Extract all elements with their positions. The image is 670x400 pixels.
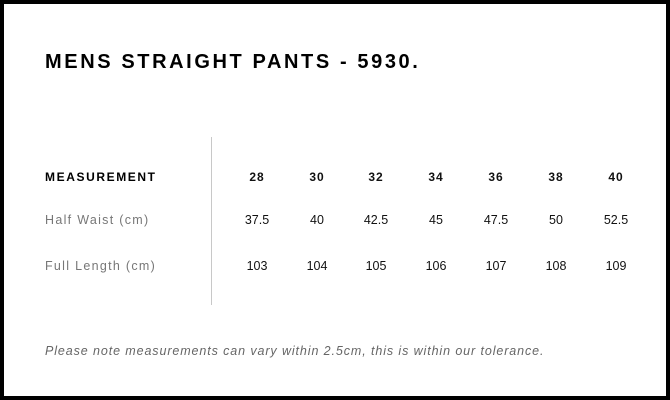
size-header: 32 [368,170,384,184]
tolerance-note: Please note measurements can vary within… [45,344,545,358]
page-title: MENS STRAIGHT PANTS - 5930. [45,51,421,73]
size-header: 36 [488,170,504,184]
size-header: 40 [608,170,624,184]
table-cell: 106 [425,259,447,273]
table-cell: 103 [246,259,268,273]
column-divider [211,137,212,305]
table-cell: 40 [310,213,324,227]
header-measurement: MEASUREMENT [45,170,157,184]
size-header: 34 [428,170,444,184]
table-cell: 108 [545,259,567,273]
table-cell: 42.5 [363,213,389,227]
size-header: 28 [249,170,265,184]
size-header: 30 [309,170,325,184]
table-cell: 47.5 [483,213,509,227]
row-label: Half Waist (cm) [45,213,150,227]
table-cell: 104 [306,259,328,273]
table-cell: 109 [605,259,627,273]
table-cell: 52.5 [603,213,629,227]
table-cell: 107 [485,259,507,273]
table-cell: 50 [549,213,563,227]
table-cell: 37.5 [244,213,270,227]
table-cell: 105 [365,259,387,273]
table-cell: 45 [429,213,443,227]
row-label: Full Length (cm) [45,259,157,273]
size-header: 38 [548,170,564,184]
